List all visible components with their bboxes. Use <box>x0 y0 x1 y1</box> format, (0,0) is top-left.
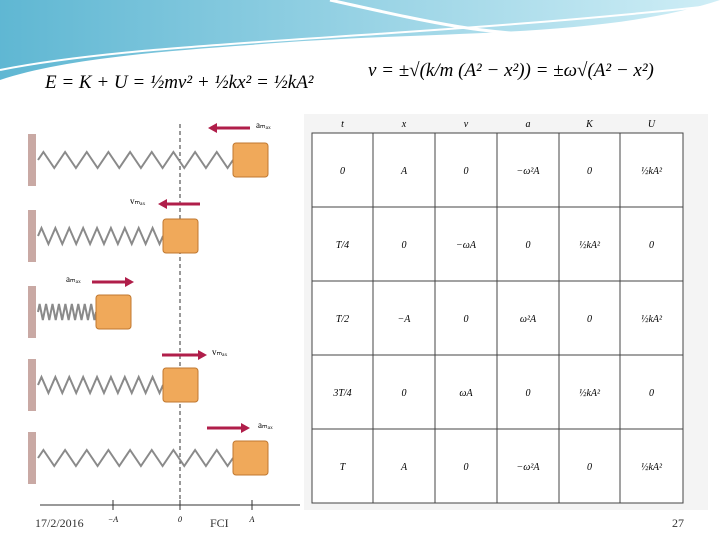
arrow-head <box>241 423 250 433</box>
spring <box>37 374 164 396</box>
table-cell: −ω²A <box>517 166 541 177</box>
axis-label: −A <box>108 515 118 524</box>
spring <box>37 448 234 468</box>
table-cell: 0 <box>340 166 345 177</box>
table-cell: 3T/4 <box>332 388 351 399</box>
block <box>232 142 269 178</box>
column-header: v <box>464 119 469 130</box>
table-cell: 0 <box>587 462 592 473</box>
spring <box>37 303 97 321</box>
column-header: t <box>341 119 344 130</box>
table-cell: 0 <box>587 314 592 325</box>
table-cell: A <box>400 166 408 177</box>
arrow-label: vₘₐₓ <box>130 196 146 206</box>
table-cell: ½kA² <box>641 314 663 325</box>
column-header: a <box>526 119 531 130</box>
arrow-label: vₘₐₓ <box>212 347 228 357</box>
table-cell: 0 <box>526 388 531 399</box>
table-cell: T/4 <box>336 240 349 251</box>
table-cell: 0 <box>464 166 469 177</box>
arrow-label: aₘₐₓ <box>66 274 81 284</box>
wall <box>28 210 36 262</box>
speed-equation: v = ±√(k/m (A² − x²)) = ±ω√(A² − x²) <box>368 60 654 81</box>
column-header: U <box>648 119 656 130</box>
arrow-head <box>158 199 167 209</box>
table-cell: ½kA² <box>579 388 601 399</box>
table-cell: ½kA² <box>641 166 663 177</box>
block <box>232 440 269 476</box>
column-header: x <box>401 119 407 130</box>
energy-equation: E = K + U = ½mv² + ½kx² = ½kA² <box>45 72 314 93</box>
wall <box>28 432 36 484</box>
table-cell: T <box>340 462 347 473</box>
footer-date: 17/2/2016 <box>35 516 84 530</box>
block <box>162 218 199 254</box>
axis-label: 0 <box>178 515 182 524</box>
table-cell: 0 <box>402 240 407 251</box>
table-cell: −ωA <box>456 240 477 251</box>
table-cell: T/2 <box>336 314 349 325</box>
table-cell: −A <box>398 314 412 325</box>
column-header: K <box>585 119 594 130</box>
table-cell: 0 <box>649 388 654 399</box>
table-cell: ½kA² <box>641 462 663 473</box>
table-cell: 0 <box>464 314 469 325</box>
table-cell: 0 <box>526 240 531 251</box>
table-cell: −ω²A <box>517 462 541 473</box>
spring-figure: aₘₐₓ vₘₐₓ aₘₐₓ vₘₐₓ aₘₐₓ −A 0 A <box>28 120 300 524</box>
axis-label: A <box>249 515 255 524</box>
arrow-label: aₘₐₓ <box>256 120 271 130</box>
table-cell: 0 <box>402 388 407 399</box>
wave-line <box>329 0 561 37</box>
wave-line <box>0 4 720 71</box>
arrow-label: aₘₐₓ <box>258 420 273 430</box>
table-cell: A <box>400 462 408 473</box>
arrow-head <box>198 350 207 360</box>
arrow-head <box>208 123 217 133</box>
spring <box>37 225 164 247</box>
wall <box>28 286 36 338</box>
table-cell: ωA <box>459 388 473 399</box>
header-wave <box>0 0 720 80</box>
block <box>95 294 132 330</box>
spring <box>37 150 234 170</box>
page-number: 27 <box>672 516 684 530</box>
wall <box>28 134 36 186</box>
arrow-head <box>125 277 134 287</box>
wall <box>28 359 36 411</box>
table-cell: 0 <box>587 166 592 177</box>
motion-table: t x v a K U 0 A 0 −ω²A 0 ½kA² T/4 0 −ωA 0 ½kA² 0 T/2 −A 0 ω²A… <box>311 119 684 504</box>
table-cell: ω²A <box>520 314 537 325</box>
table-cell: ½kA² <box>579 240 601 251</box>
block <box>162 367 199 403</box>
table-cell: 0 <box>649 240 654 251</box>
table-cell: 0 <box>464 462 469 473</box>
footer-org: FCI <box>210 516 229 530</box>
